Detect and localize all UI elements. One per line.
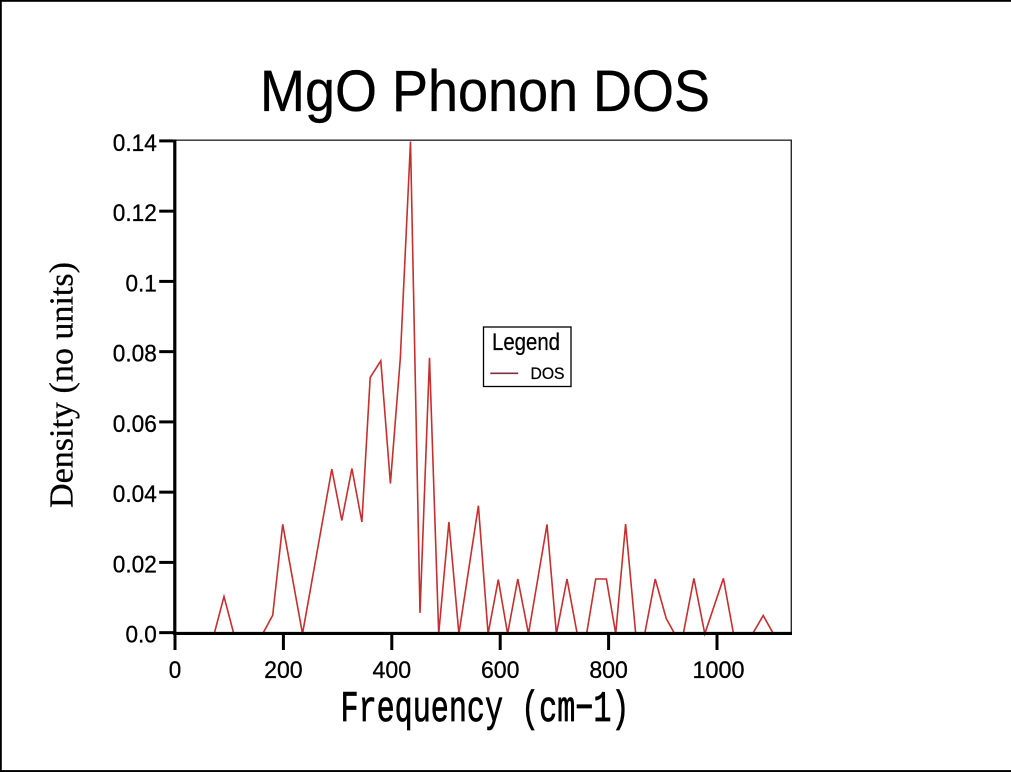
svg-text:0.1: 0.1 [126, 271, 157, 298]
svg-text:600: 600 [481, 657, 520, 684]
svg-text:0.0: 0.0 [126, 622, 157, 649]
svg-text:200: 200 [264, 657, 303, 684]
svg-text:0.06: 0.06 [113, 411, 157, 438]
svg-text:1000: 1000 [693, 657, 745, 684]
svg-text:0.04: 0.04 [113, 481, 157, 508]
svg-text:0.08: 0.08 [113, 341, 157, 368]
svg-text:0.14: 0.14 [113, 130, 157, 157]
svg-text:0.12: 0.12 [113, 200, 157, 227]
svg-text:Frequency (cm−1): Frequency (cm−1) [341, 685, 630, 735]
svg-text:MgO Phonon DOS: MgO Phonon DOS [260, 59, 710, 124]
svg-text:Density (no units): Density (no units) [44, 262, 81, 508]
svg-text:800: 800 [589, 657, 628, 684]
svg-text:0: 0 [169, 657, 182, 684]
svg-text:0.02: 0.02 [113, 552, 157, 579]
svg-text:Legend: Legend [492, 329, 560, 356]
svg-text:DOS: DOS [531, 364, 565, 383]
svg-text:400: 400 [373, 657, 412, 684]
